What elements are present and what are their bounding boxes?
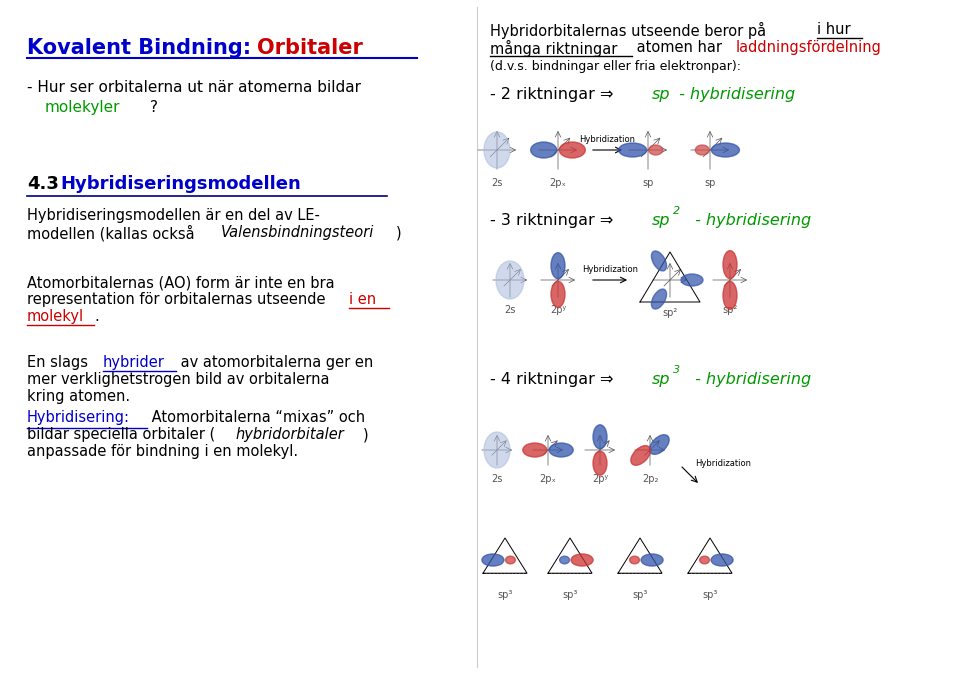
Ellipse shape (630, 556, 639, 564)
Ellipse shape (593, 425, 607, 449)
Text: .: . (94, 309, 99, 324)
Ellipse shape (560, 556, 569, 564)
Text: många riktningar: många riktningar (490, 40, 617, 57)
Text: sp: sp (652, 87, 670, 102)
Text: 4.3: 4.3 (27, 175, 59, 193)
Text: - 3 riktningar ⇒: - 3 riktningar ⇒ (490, 213, 613, 228)
Text: 2pₓ: 2pₓ (540, 474, 557, 484)
Text: ): ) (363, 427, 369, 442)
Ellipse shape (681, 274, 703, 286)
Ellipse shape (700, 556, 709, 564)
Text: - 2 riktningar ⇒: - 2 riktningar ⇒ (490, 87, 613, 102)
Ellipse shape (484, 132, 510, 168)
Text: Valensbindningsteori: Valensbindningsteori (221, 225, 374, 240)
Text: sp³: sp³ (497, 590, 513, 600)
Text: hybrider: hybrider (103, 355, 165, 370)
Text: Hybridization: Hybridization (582, 265, 638, 274)
Text: sp²: sp² (662, 308, 678, 318)
Ellipse shape (649, 145, 662, 155)
Text: 3: 3 (673, 365, 680, 375)
Ellipse shape (711, 554, 733, 566)
Ellipse shape (551, 281, 565, 307)
Text: - hybridisering: - hybridisering (690, 213, 811, 228)
Text: 2s: 2s (504, 305, 516, 315)
Ellipse shape (641, 554, 663, 566)
Ellipse shape (650, 435, 669, 454)
Text: - Hur ser orbitalerna ut när atomerna bildar: - Hur ser orbitalerna ut när atomerna bi… (27, 80, 361, 95)
Text: Hybridization: Hybridization (580, 135, 636, 144)
Text: atomen har: atomen har (632, 40, 727, 55)
Ellipse shape (711, 143, 739, 157)
Ellipse shape (631, 446, 651, 465)
Text: molekyler: molekyler (45, 100, 121, 115)
Ellipse shape (496, 261, 524, 299)
Text: hybridorbitaler: hybridorbitaler (235, 427, 344, 442)
Text: - hybridisering: - hybridisering (674, 87, 795, 102)
Text: - 4 riktningar ⇒: - 4 riktningar ⇒ (490, 372, 613, 387)
Text: sp: sp (642, 178, 654, 188)
Text: sp³: sp³ (563, 590, 578, 600)
Text: ?: ? (150, 100, 158, 115)
Text: Hybridization: Hybridization (695, 459, 751, 468)
Text: molekyl: molekyl (27, 309, 84, 324)
Text: Hybridorbitalernas utseende beror på: Hybridorbitalernas utseende beror på (490, 22, 771, 39)
Text: Orbitaler: Orbitaler (257, 38, 363, 58)
Text: 2pʸ: 2pʸ (592, 474, 608, 484)
Text: bildar speciella orbitaler (: bildar speciella orbitaler ( (27, 427, 215, 442)
Text: 2pₓ: 2pₓ (549, 178, 566, 188)
Text: - hybridisering: - hybridisering (690, 372, 811, 387)
Text: mer verklighetstrogen bild av orbitalerna: mer verklighetstrogen bild av orbitalern… (27, 372, 329, 387)
Text: sp²: sp² (722, 305, 737, 315)
Text: Atomorbitalerna “mixas” och: Atomorbitalerna “mixas” och (147, 410, 365, 425)
Text: 2p₂: 2p₂ (642, 474, 659, 484)
Ellipse shape (593, 451, 607, 475)
Ellipse shape (523, 443, 547, 457)
Text: En slags: En slags (27, 355, 92, 370)
Ellipse shape (652, 289, 666, 309)
Text: Kovalent Bindning:: Kovalent Bindning: (27, 38, 258, 58)
Text: sp³: sp³ (703, 590, 718, 600)
Ellipse shape (723, 282, 737, 309)
Text: i en: i en (349, 292, 376, 307)
Text: Atomorbitalernas (AO) form är inte en bra: Atomorbitalernas (AO) form är inte en br… (27, 275, 335, 290)
Text: 2pʸ: 2pʸ (550, 305, 566, 315)
Text: 2: 2 (673, 206, 680, 216)
Text: sp: sp (705, 178, 716, 188)
Text: sp: sp (652, 213, 670, 228)
Text: av atomorbitalerna ger en: av atomorbitalerna ger en (176, 355, 373, 370)
Text: sp³: sp³ (633, 590, 648, 600)
Text: modellen (kallas också: modellen (kallas också (27, 225, 200, 241)
Text: representation för orbitalernas utseende: representation för orbitalernas utseende (27, 292, 330, 307)
Ellipse shape (549, 443, 573, 457)
Ellipse shape (652, 251, 666, 271)
Ellipse shape (695, 145, 709, 155)
Ellipse shape (484, 432, 510, 468)
Text: Hybridiseringsmodellen: Hybridiseringsmodellen (60, 175, 300, 193)
Ellipse shape (531, 142, 557, 158)
Text: anpassade för bindning i en molekyl.: anpassade för bindning i en molekyl. (27, 444, 299, 459)
Text: 2s: 2s (492, 474, 503, 484)
Text: Hybridisering:: Hybridisering: (27, 410, 130, 425)
Ellipse shape (571, 554, 593, 566)
Text: ): ) (396, 225, 401, 240)
Ellipse shape (506, 556, 516, 564)
Text: kring atomen.: kring atomen. (27, 389, 131, 404)
Ellipse shape (482, 554, 504, 566)
Ellipse shape (618, 143, 647, 157)
Text: i hur: i hur (817, 22, 851, 37)
Text: Hybridiseringsmodellen är en del av LE-: Hybridiseringsmodellen är en del av LE- (27, 208, 320, 223)
Text: 2s: 2s (492, 178, 503, 188)
Text: sp: sp (652, 372, 670, 387)
Text: (d.v.s. bindningar eller fria elektronpar):: (d.v.s. bindningar eller fria elektronpa… (490, 60, 741, 73)
Ellipse shape (560, 142, 586, 158)
Ellipse shape (723, 251, 737, 278)
Text: laddningsfördelning: laddningsfördelning (736, 40, 882, 55)
Ellipse shape (551, 253, 565, 279)
